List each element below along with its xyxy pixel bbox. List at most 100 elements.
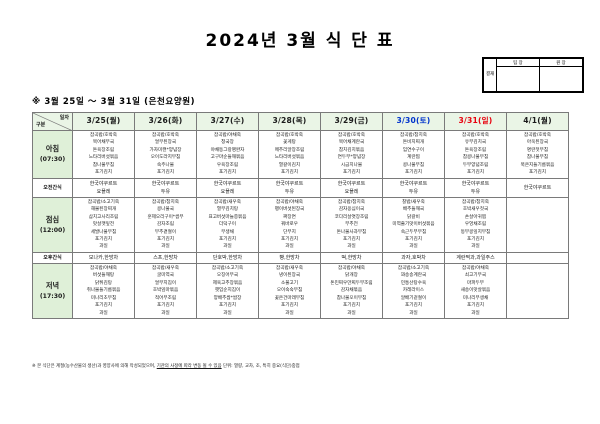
menu-cell-r0-c3: 잡곡밥/호박죽 꽃게탕 메추리알장조림 느타리버섯볶음 열갈이김치 포기김치 (258, 130, 321, 179)
menu-item: 두유 (284, 188, 295, 195)
menu-cell-r0-c7: 잡곡밥/호박죽 아욱된장국 명란젓무침 참나물무침 묵은지들기름볶음 포기김치 (506, 130, 569, 179)
menu-row-4: 저녁 (17:30) 잡곡밥/야채죽 버섯들깨탕 닭튀김탕 취나물들기름볶음 미나리초무침 포… (32, 262, 569, 320)
page-title: 2024년 3월 식 단 표 (205, 31, 395, 51)
menu-item: 미역줄기맛이버섯볶음 (392, 222, 435, 228)
menu-item: 참치김치볶음 (338, 147, 365, 153)
menu-item: 잡곡밥/호박죽 (276, 133, 303, 138)
menu-cell-r2-c3: 잡곡밥/야채죽 팽이버섯된장국 짜장면 꿔바로우 단무지 포기김치 과일 (258, 196, 321, 253)
menu-item: 유부김치국 (464, 140, 487, 146)
menu-item: 포기김치 (405, 170, 422, 176)
menu-item: 돈나물사과무침 (336, 229, 367, 235)
menu-item: 꿔바로우 (281, 222, 298, 228)
menu-item: 포기김치 (405, 237, 422, 242)
menu-item: 얼무된장국 (154, 140, 177, 146)
menu-cell-r3-c2: 단호박,한방차 (196, 251, 259, 264)
menu-cell-r1-c6: 한국야쿠르트 두유 (444, 177, 507, 198)
menu-item: 참나물오이무침 (336, 295, 367, 301)
menu-item: 포기김치 (157, 237, 174, 242)
menu-item: 버섯들깨탕 (92, 273, 115, 279)
menu-cell-r4-c7 (506, 262, 569, 320)
menu-item: 잡곡밥/호박죽 (338, 133, 365, 138)
menu-item: 과일 (347, 244, 356, 250)
menu-item: 두유 (160, 188, 171, 195)
menu-item: 느타리버섯볶음 (88, 155, 119, 161)
date-header-6: 3/31(일) (444, 112, 507, 131)
menu-item: 포기김치 (219, 303, 236, 309)
menu-item: 과일 (471, 310, 480, 316)
menu-item: 호박새우젓국 (462, 207, 489, 213)
menu-item: 계란찜 (407, 155, 420, 161)
menu-item: 포기김치 (281, 303, 298, 309)
menu-item: 과일 (99, 244, 108, 250)
menu-row-2: 점심 (12:00) 잡곡밥/소고기죽 해물된장찌개 삼치고사리조림 맛살깻잎전 세발나물무… (32, 196, 569, 253)
diagonal-line-icon (33, 113, 72, 131)
menu-cell-r0-c1: 잡곡밥/호박죽 얼무된장국 가자미캔*양념장 오이도라지무침 숙주나물 포기김치 (134, 130, 197, 179)
menu-item: 손살아귀찜 (464, 214, 487, 220)
menu-cell-r0-c6: 잡곡밥/호박죽 유부김치국 돈육장조림 참콩나물무침 두부양념조림 포기김치 (444, 130, 507, 179)
menu-cell-r3-c5: 과자,호박차 (382, 251, 445, 264)
menu-item: 돈육장조림 (464, 147, 487, 153)
menu-item: 꽃게탕 (283, 140, 296, 146)
menu-item: 부추전 (345, 222, 358, 228)
menu-item: 한국야쿠르트 (89, 180, 118, 187)
approval-signature-0[interactable] (496, 66, 540, 92)
menu-item: 단무지 (283, 229, 296, 235)
menu-cell-r0-c4: 잡곡밥/호박죽 북어채계란국 참치김치볶음 연두부*양념장 시금치나물 포기김치 (320, 130, 383, 179)
menu-item: 빵,한방차 (279, 254, 300, 261)
menu-item: 명란젓무침 (526, 147, 549, 153)
menu-item: 떡,한방차 (341, 254, 362, 261)
menu-cell-r0-c5: 잡곡밥/참치죽 돈비지찌개 임연수구이 계란찜 콩나물무침 포기김치 (382, 130, 445, 179)
menu-item: 잡곡밥/호박죽 (90, 133, 117, 138)
meal-label-2: 점심 (12:00) (32, 196, 73, 253)
date-header-7: 4/1(월) (506, 112, 569, 131)
menu-cell-r2-c2: 잡곡밥/새우죽 열무김치탕 표고버섯마늘쫑볶음 더덕구이 무생채 포기김치 과일 (196, 196, 259, 253)
menu-item: 과일 (99, 310, 108, 316)
menu-item: 야채동그랑땡완자 (210, 147, 245, 153)
footnote-part-b: 기관의 사정에 따라 변동 될 수 있음 (156, 364, 222, 369)
menu-item: 동부콩잎지무침 (460, 229, 491, 235)
menu-item: 북어채무국 (92, 140, 115, 146)
menu-item: 표고버섯마늘쫑볶음 (208, 214, 247, 220)
menu-item: 닭개장 (345, 273, 358, 279)
date-header-3: 3/28(목) (258, 112, 321, 131)
menu-item: 호박잎마볶음 (152, 288, 179, 294)
menu-item: 햇입순지짐이 (214, 288, 241, 294)
menu-item: 시금치나물 (340, 162, 363, 168)
corner-type-label: 구분 (36, 121, 46, 128)
menu-item: 포기김치 (467, 237, 484, 242)
menu-item: 요플레 (344, 188, 359, 195)
menu-item: 잡곡밥/새우죽 (276, 265, 303, 271)
menu-item: 포기김치 (405, 303, 422, 309)
menu-item: 참나물무침 (92, 162, 115, 168)
menu-item: 잡곡밥/소고기죽 (87, 199, 120, 205)
menu-cell-r2-c1: 잡곡밥/참치죽 콩나물국 훈제오리구이*쌈무 감자조림 부추곁절이 포기김치 과일 (134, 196, 197, 253)
menu-item: 코다리살엿장조림 (334, 214, 369, 220)
menu-row-0: 아침 (07:30) 잡곡밥/호박죽 북어채무국 돈육장조림 느타리버섯볶음 참나물무침 포기… (32, 130, 569, 179)
menu-item: 포기김치 (95, 237, 112, 242)
menu-cell-r2-c5: 찰밥/새우죽 배추들깨국 닭갈비 미역줄기맛이버섯볶음 숙근두부무침 포기김치 과일 (382, 196, 445, 253)
menu-item: 과일 (285, 244, 294, 250)
menu-item: 새송이맛살볶음 (460, 288, 491, 294)
menu-cell-r4-c4: 잡곡밥/야채죽 닭개장 돈민찌우만찌두부조림 감자채볶음 참나물오이무침 포기김치 과일 (320, 262, 383, 320)
menu-item: 미나리무생채 (462, 295, 489, 301)
meal-label-3: 오후간식 (32, 251, 73, 264)
menu-cell-r1-c4: 한국야쿠르트 요플레 (320, 177, 383, 198)
menu-item: 잡곡밥/호박죽 (152, 133, 179, 138)
menu-row-3: 오후간식 모나카,한방차 스프,한방차 단호박,한방차 빵,한방차 떡,한방차 과자,호박차… (32, 251, 569, 264)
menu-cell-r3-c7 (506, 251, 569, 264)
menu-item: 콩나물국 (157, 207, 174, 213)
approval-signature-1[interactable] (539, 66, 583, 92)
menu-item: 팽이버섯된장국 (274, 207, 305, 213)
menu-item: 훈제오리구이*쌈무 (147, 214, 184, 220)
menu-item: 꽈송송계란국 (400, 273, 427, 279)
menu-item: 과일 (161, 310, 170, 316)
meal-time-2: (12:00) (39, 226, 66, 234)
menu-cell-r2-c0: 잡곡밥/소고기죽 해물된장찌개 삼치고사리조림 맛살깻잎전 세발나물무침 포기김치 과일 (72, 196, 135, 253)
menu-item: 과자,호박차 (401, 254, 426, 261)
meal-time-4: (17:30) (39, 292, 66, 300)
menu-item: 짜장면 (283, 214, 296, 220)
menu-item: 포기김치 (529, 170, 546, 176)
menu-cell-r1-c3: 한국야쿠르트 두유 (258, 177, 321, 198)
menu-item: 잡곡밥/야채죽 (338, 265, 365, 271)
